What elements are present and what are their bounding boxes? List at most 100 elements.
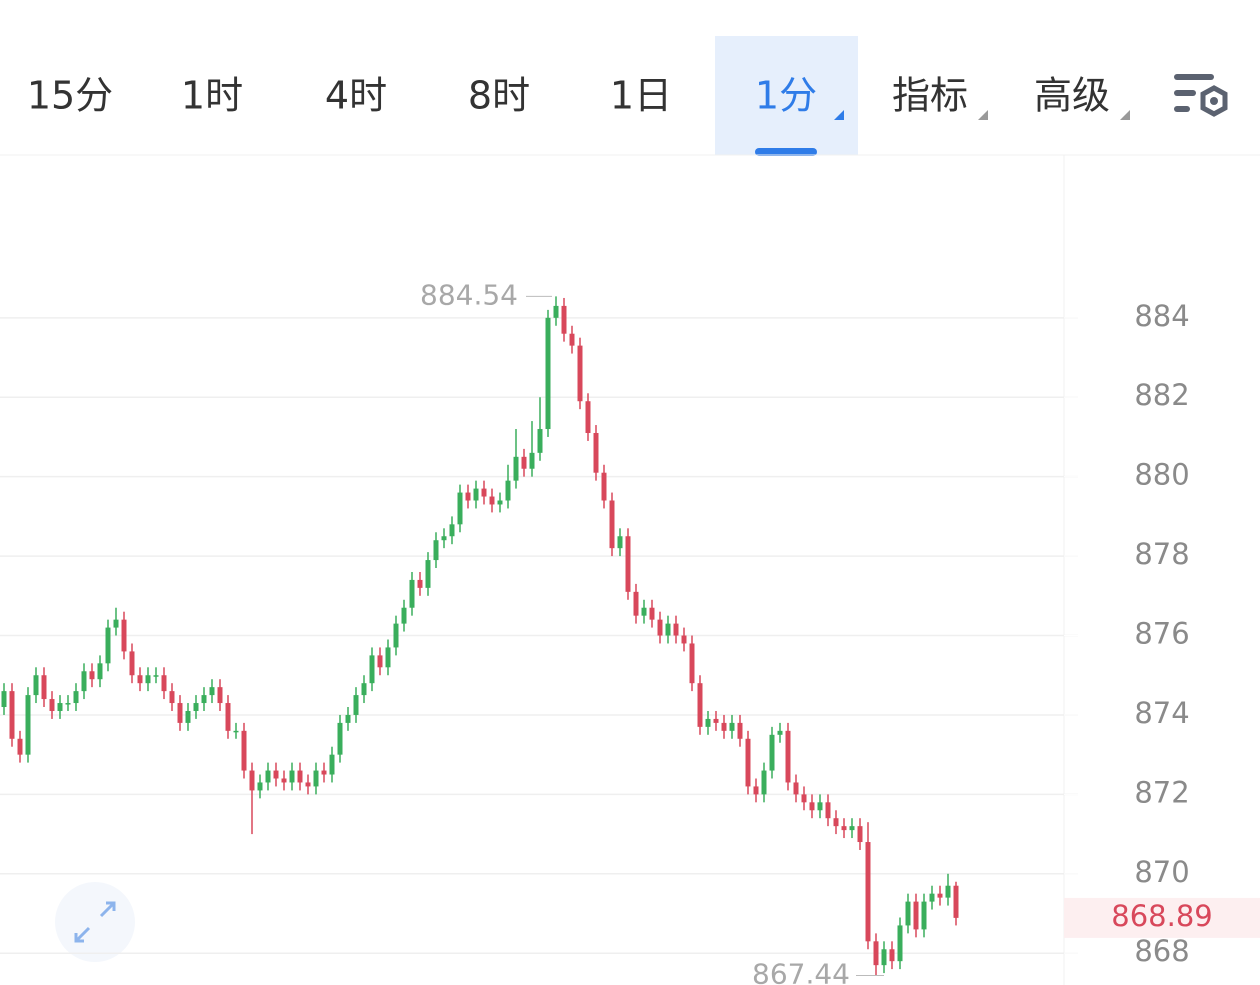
candle-body bbox=[825, 802, 831, 819]
candle-body bbox=[617, 536, 623, 549]
candle-body bbox=[753, 786, 759, 795]
candle-body bbox=[81, 671, 87, 692]
candle-body bbox=[681, 635, 687, 644]
tab[interactable]: 指标 bbox=[892, 74, 968, 118]
candle-body bbox=[305, 782, 311, 787]
candle-body bbox=[937, 893, 943, 898]
candle-body bbox=[945, 885, 951, 898]
candle-body bbox=[369, 655, 375, 684]
candle-body bbox=[441, 536, 447, 541]
candle-body bbox=[601, 472, 607, 501]
y-tick-label: 870 bbox=[1134, 855, 1189, 889]
candle-body bbox=[865, 842, 871, 942]
candle-body bbox=[761, 770, 767, 795]
candle-body bbox=[705, 718, 711, 727]
candle-body bbox=[345, 714, 351, 723]
candle-body bbox=[697, 683, 703, 727]
candle-body bbox=[721, 722, 727, 731]
candle-body bbox=[689, 643, 695, 684]
last-price-bg bbox=[1064, 897, 1260, 938]
active-tab-indicator bbox=[755, 148, 817, 156]
candle-body bbox=[321, 770, 327, 775]
tab[interactable]: 15分 bbox=[27, 74, 113, 118]
candle-body bbox=[953, 885, 959, 918]
candle-body bbox=[161, 675, 167, 692]
candle-body bbox=[97, 663, 103, 680]
candle-body bbox=[17, 738, 23, 755]
candle-body bbox=[217, 687, 223, 704]
tab[interactable]: 8时 bbox=[468, 74, 530, 118]
candle-body bbox=[105, 627, 111, 664]
candle-body bbox=[657, 619, 663, 636]
expand-button[interactable] bbox=[55, 882, 135, 962]
tab[interactable]: 1日 bbox=[610, 74, 672, 118]
candle-body bbox=[833, 818, 839, 827]
tab[interactable]: 4时 bbox=[325, 74, 387, 118]
candle-body bbox=[857, 826, 863, 843]
candle-body bbox=[713, 718, 719, 723]
candle-body bbox=[113, 619, 119, 628]
candle-body bbox=[273, 770, 279, 779]
candle-body bbox=[473, 488, 479, 501]
tab[interactable]: 高级 bbox=[1034, 74, 1110, 118]
candle-body bbox=[1, 691, 7, 708]
candle-body bbox=[793, 782, 799, 795]
candle-body bbox=[633, 591, 639, 616]
candle-body bbox=[73, 691, 79, 704]
candle-body bbox=[409, 579, 415, 608]
candle-body bbox=[137, 675, 143, 684]
candle-body bbox=[737, 722, 743, 739]
candle-body bbox=[521, 456, 527, 469]
candle-body bbox=[729, 722, 735, 731]
candle-body bbox=[497, 500, 503, 505]
candle-body bbox=[745, 738, 751, 787]
candle-body bbox=[801, 794, 807, 803]
candle-body bbox=[545, 317, 551, 430]
candle-body bbox=[225, 703, 231, 731]
candle-body bbox=[921, 901, 927, 930]
candle-body bbox=[289, 770, 295, 783]
candle-body bbox=[121, 619, 127, 652]
candle-body bbox=[561, 305, 567, 334]
candle-body bbox=[185, 710, 191, 723]
candle-body bbox=[529, 452, 535, 469]
candle-body bbox=[665, 623, 671, 636]
candle-body bbox=[249, 770, 255, 791]
candle-body bbox=[817, 802, 823, 811]
dropdown-caret bbox=[834, 110, 844, 120]
candle-body bbox=[65, 703, 71, 705]
candle-body bbox=[265, 770, 271, 783]
settings-icon[interactable] bbox=[1174, 74, 1228, 117]
low-label: 867.44 bbox=[752, 957, 850, 985]
candle-body bbox=[145, 675, 151, 684]
candle-body bbox=[777, 730, 783, 735]
y-tick-label: 874 bbox=[1134, 696, 1189, 730]
candle-body bbox=[9, 691, 15, 739]
candle-body bbox=[929, 893, 935, 902]
candle-body bbox=[897, 925, 903, 962]
candle-body bbox=[481, 488, 487, 497]
candle-body bbox=[361, 683, 367, 696]
y-tick-label: 872 bbox=[1134, 775, 1189, 809]
tab[interactable]: 1分 bbox=[755, 74, 817, 118]
candle-body bbox=[49, 699, 55, 711]
candle-body bbox=[241, 730, 247, 771]
candle-body bbox=[465, 492, 471, 501]
candle-body bbox=[553, 305, 559, 318]
candle-body bbox=[209, 687, 215, 696]
candle-body bbox=[577, 345, 583, 402]
candle-body bbox=[913, 901, 919, 930]
candle-body bbox=[153, 675, 159, 677]
candle-body bbox=[41, 675, 47, 700]
tab-bar: 15分 1时 4时 8时 1日 1分 指标 高级 bbox=[27, 74, 1130, 120]
candle-body bbox=[329, 754, 335, 775]
candle-body bbox=[457, 492, 463, 525]
candle-body bbox=[449, 524, 455, 537]
tab[interactable]: 1时 bbox=[181, 74, 243, 118]
candle-body bbox=[233, 730, 239, 733]
candle-body bbox=[673, 623, 679, 636]
candle-body bbox=[433, 540, 439, 561]
y-tick-label: 876 bbox=[1134, 617, 1189, 651]
